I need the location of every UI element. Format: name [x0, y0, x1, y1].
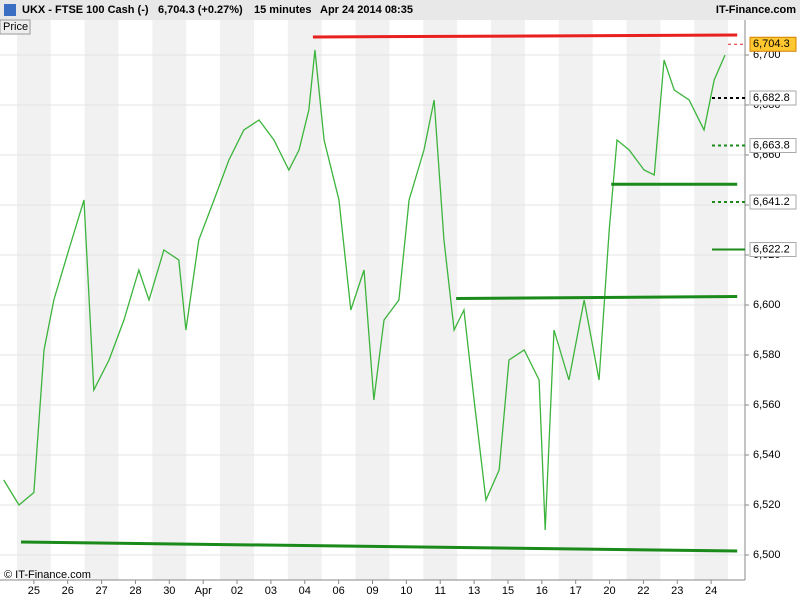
x-tick-label: 22	[637, 585, 649, 597]
x-tick-label: 09	[366, 585, 378, 597]
panel-label: Price	[3, 21, 28, 33]
x-tick-label: 26	[62, 585, 74, 597]
x-tick-label: 27	[95, 585, 107, 597]
day-band	[220, 20, 254, 580]
day-band	[626, 20, 661, 580]
x-tick-label: 11	[435, 585, 446, 597]
footer: © IT-Finance.com	[4, 569, 91, 581]
level-label: 6,641.2	[753, 196, 790, 208]
trendline	[456, 295, 738, 300]
level-box	[749, 242, 797, 257]
level-label: 6,704.3	[753, 38, 790, 50]
quote: 6,704.3 (+0.27%)	[158, 4, 243, 16]
x-tick-label: 28	[129, 585, 141, 597]
datetime: Apr 24 2014 08:35	[320, 4, 413, 16]
x-tick-label: 10	[400, 585, 412, 597]
trendline	[20, 540, 738, 553]
x-tick-label: 04	[299, 585, 311, 597]
x-tick-label: 16	[536, 585, 548, 597]
level-box	[749, 138, 797, 153]
day-band	[355, 20, 390, 580]
header-icon	[4, 4, 16, 16]
day-band	[423, 20, 458, 580]
x-tick-label: 24	[705, 585, 717, 597]
y-tick-label: 6,700	[753, 49, 781, 61]
day-band	[152, 20, 187, 580]
x-tick-label: 25	[28, 585, 40, 597]
x-tick-label: 15	[502, 585, 514, 597]
x-tick-label: 02	[231, 585, 243, 597]
x-tick-label: 23	[671, 585, 683, 597]
y-tick-label: 6,540	[753, 449, 781, 461]
panel-label-box	[0, 19, 31, 35]
day-band	[491, 20, 525, 580]
level-box	[749, 36, 797, 52]
x-tick-label: 17	[570, 585, 582, 597]
day-band	[16, 20, 51, 580]
level-box	[749, 194, 797, 210]
x-tick-label: 13	[468, 585, 480, 597]
y-tick-label: 6,600	[753, 299, 781, 311]
y-tick-label: 6,500	[753, 549, 781, 561]
level-label: 6,682.8	[753, 92, 790, 104]
level-label: 6,622.2	[753, 243, 790, 255]
header-bar	[0, 0, 800, 20]
day-band	[84, 20, 119, 580]
y-tick-label: 6,520	[753, 499, 781, 511]
x-tick-label: Apr	[195, 585, 212, 597]
day-band	[287, 20, 322, 580]
interval: 15 minutes	[254, 4, 311, 16]
trendline	[312, 33, 738, 39]
y-tick-label: 6,560	[753, 399, 781, 411]
day-band	[558, 20, 593, 580]
brand: IT-Finance.com	[716, 4, 796, 16]
x-tick-label: 03	[265, 585, 277, 597]
level-box	[749, 90, 797, 106]
symbol: UKX - FTSE 100 Cash (-)	[22, 4, 149, 16]
y-tick-label: 6,580	[753, 349, 781, 361]
x-tick-label: 20	[603, 585, 615, 597]
price-line	[3, 49, 726, 531]
day-band	[694, 20, 729, 580]
x-tick-label: 30	[163, 585, 175, 597]
x-tick-label: 06	[333, 585, 345, 597]
level-label: 6,663.8	[753, 139, 790, 151]
